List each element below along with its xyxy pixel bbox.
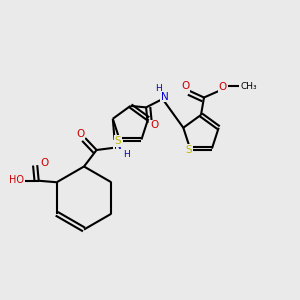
Text: S: S	[185, 145, 192, 155]
Text: O: O	[40, 158, 48, 168]
Text: O: O	[76, 129, 84, 140]
Text: HO: HO	[9, 175, 24, 185]
Text: O: O	[181, 81, 190, 91]
Text: N: N	[114, 141, 122, 151]
Text: H: H	[155, 84, 161, 93]
Text: CH₃: CH₃	[240, 82, 257, 91]
Text: O: O	[218, 82, 227, 92]
Text: S: S	[115, 136, 122, 146]
Text: H: H	[123, 150, 130, 159]
Text: N: N	[161, 92, 169, 102]
Text: O: O	[150, 120, 158, 130]
